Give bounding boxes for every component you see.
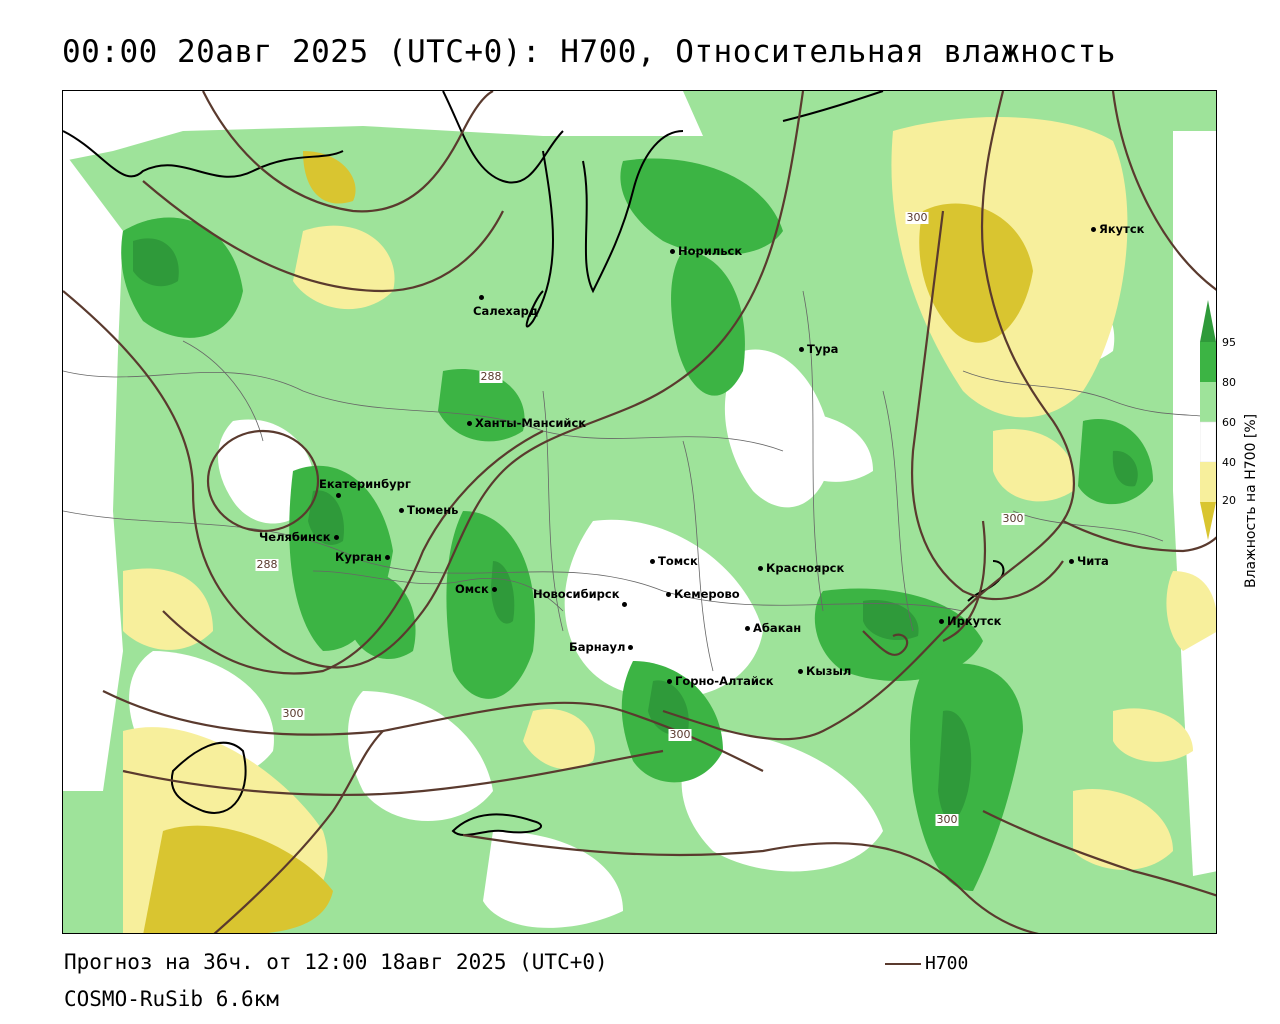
colorbar-40-60 [1200, 421, 1216, 463]
domain-outside-top [63, 91, 703, 161]
city-kyzyl: Кызыл [798, 664, 851, 678]
city-marker [336, 493, 341, 498]
contour-label: 300 [905, 211, 929, 224]
humidity-above-95 [133, 238, 1138, 821]
colorbar-20-40 [1200, 462, 1216, 502]
humidity-colorbar [1200, 300, 1216, 540]
city-tura: Тура [799, 342, 838, 356]
map-area: Норильск Якутск Салехард Тура Ханты-Манс… [62, 90, 1217, 934]
domain-outside-left [63, 151, 123, 791]
city-kurgan: Курган [335, 550, 393, 564]
colorbar-60-80 [1200, 382, 1216, 422]
contour-label: 288 [479, 370, 503, 383]
city-barnaul: Барнаул [569, 640, 636, 654]
city-chelyabinsk: Челябинск [259, 530, 342, 544]
city-marker [758, 566, 763, 571]
city-gorno-altaysk: Горно-Алтайск [667, 674, 774, 688]
colorbar-tick: 40 [1222, 456, 1236, 469]
city-marker [467, 421, 472, 426]
colorbar-tick: 60 [1222, 416, 1236, 429]
h700-legend-label: H700 [925, 953, 969, 974]
city-ekaterinburg-label: Екатеринбург [319, 477, 411, 491]
city-marker [670, 249, 675, 254]
city-salekhard [479, 290, 487, 304]
contour-label: 300 [935, 813, 959, 826]
forecast-info: Прогноз на 36ч. от 12:00 18авг 2025 (UTC… [64, 950, 608, 974]
colorbar-above-95 [1200, 300, 1216, 342]
colorbar-tick: 80 [1222, 376, 1236, 389]
city-marker [491, 587, 497, 592]
colorbar-tick: 95 [1222, 336, 1236, 349]
region-borders [63, 290, 1216, 672]
model-info: COSMO-RuSib 6.6км [64, 987, 279, 1011]
city-chita: Чита [1069, 554, 1109, 568]
city-marker [333, 535, 339, 540]
city-ekaterinburg [336, 488, 344, 502]
city-tomsk: Томск [650, 554, 698, 568]
colorbar-80-95 [1200, 342, 1216, 382]
contour-label: 300 [1001, 512, 1025, 525]
contour-label: 300 [281, 707, 305, 720]
city-norilsk: Норильск [670, 244, 742, 258]
city-omsk: Омск [455, 582, 500, 596]
city-marker [622, 602, 627, 607]
city-marker [384, 555, 390, 560]
humidity-below-20 [143, 151, 1033, 933]
city-marker [799, 347, 804, 352]
city-marker [650, 559, 655, 564]
city-novosibirsk-label: Новосибирск [533, 587, 620, 601]
city-marker [1069, 559, 1074, 564]
h700-legend-line [885, 963, 921, 965]
city-irkutsk: Иркутск [939, 614, 1001, 628]
contour-label: 288 [255, 558, 279, 571]
city-tyumen: Тюмень [399, 503, 458, 517]
city-marker [745, 626, 750, 631]
colorbar-tick: 20 [1222, 494, 1236, 507]
city-yakutsk: Якутск [1091, 222, 1144, 236]
city-novosibirsk [622, 597, 630, 611]
city-kemerovo: Кемерово [666, 587, 740, 601]
contour-label: 300 [668, 728, 692, 741]
colorbar-title: Влажность на H700 [%] [1243, 413, 1259, 588]
city-abakan: Абакан [745, 621, 801, 635]
city-marker [939, 619, 944, 624]
city-marker [399, 508, 404, 513]
city-marker [667, 679, 672, 684]
city-khanty-mansiysk: Ханты-Мансийск [467, 416, 586, 430]
city-marker [628, 645, 634, 650]
city-marker [666, 592, 671, 597]
city-marker [798, 669, 803, 674]
city-marker [1091, 227, 1096, 232]
city-marker [479, 295, 484, 300]
colorbar-below-20 [1200, 502, 1216, 540]
city-salekhard-label: Салехард [473, 304, 539, 318]
humidity-field [63, 91, 1216, 933]
map-title: 00:00 20авг 2025 (UTC+0): H700, Относите… [62, 34, 1116, 70]
city-krasnoyarsk: Красноярск [758, 561, 844, 575]
